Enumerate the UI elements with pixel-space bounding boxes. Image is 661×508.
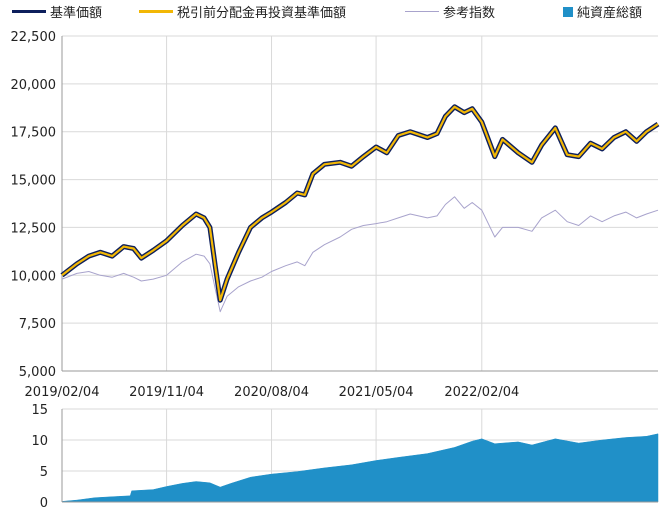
main-y-tick-label: 10,000: [11, 269, 57, 284]
legend-item-reference: 参考指数: [405, 2, 495, 21]
legend-item-reinvested: 税引前分配金再投資基準価額: [139, 2, 346, 21]
main-x-tick-label: 2022/02/04: [444, 385, 519, 400]
main-y-tick-label: 20,000: [11, 78, 57, 93]
main-y-tick-label: 22,500: [11, 30, 57, 45]
sub-y-tick-label: 10: [31, 434, 48, 449]
main-y-tick-label: 17,500: [11, 126, 57, 141]
sub-y-tick-label: 0: [40, 496, 48, 508]
legend-swatch-net-assets: [563, 6, 573, 17]
legend-label-net-assets: 純資産総額: [577, 6, 643, 21]
main-x-tick-label: 2021/05/04: [339, 385, 414, 400]
reference-index-line: [61, 196, 659, 313]
main-y-tick-label: 5,000: [19, 365, 56, 380]
sub-y-tick-label: 5: [40, 465, 48, 480]
sub-y-tick-label: 15: [31, 403, 48, 418]
legend-item-nav: 基準価額: [12, 2, 102, 21]
legend-item-net-assets: 純資産総額: [563, 2, 642, 21]
main-y-tick-label: 15,000: [11, 174, 57, 189]
main-y-tick-label: 7,500: [19, 317, 56, 332]
reinvested-nav-line: [61, 105, 659, 302]
legend-label-reference: 参考指数: [443, 6, 496, 21]
legend-swatch-reference: [405, 11, 439, 12]
main-x-tick-label: 2020/08/04: [234, 385, 309, 400]
legend-swatch-reinvested: [139, 10, 173, 13]
main-y-tick-label: 12,500: [11, 221, 57, 236]
main-x-tick-label: 2019/11/04: [129, 385, 204, 400]
legend-label-nav: 基準価額: [50, 6, 103, 21]
legend-label-reinvested: 税引前分配金再投資基準価額: [177, 6, 347, 21]
legend-swatch-nav: [12, 10, 46, 13]
chart-legend: 基準価額 税引前分配金再投資基準価額 参考指数 純資産総額: [0, 0, 661, 22]
nav-line: [60, 104, 660, 303]
main-x-tick-label: 2019/02/04: [25, 385, 100, 400]
net-assets-area: [61, 433, 659, 503]
